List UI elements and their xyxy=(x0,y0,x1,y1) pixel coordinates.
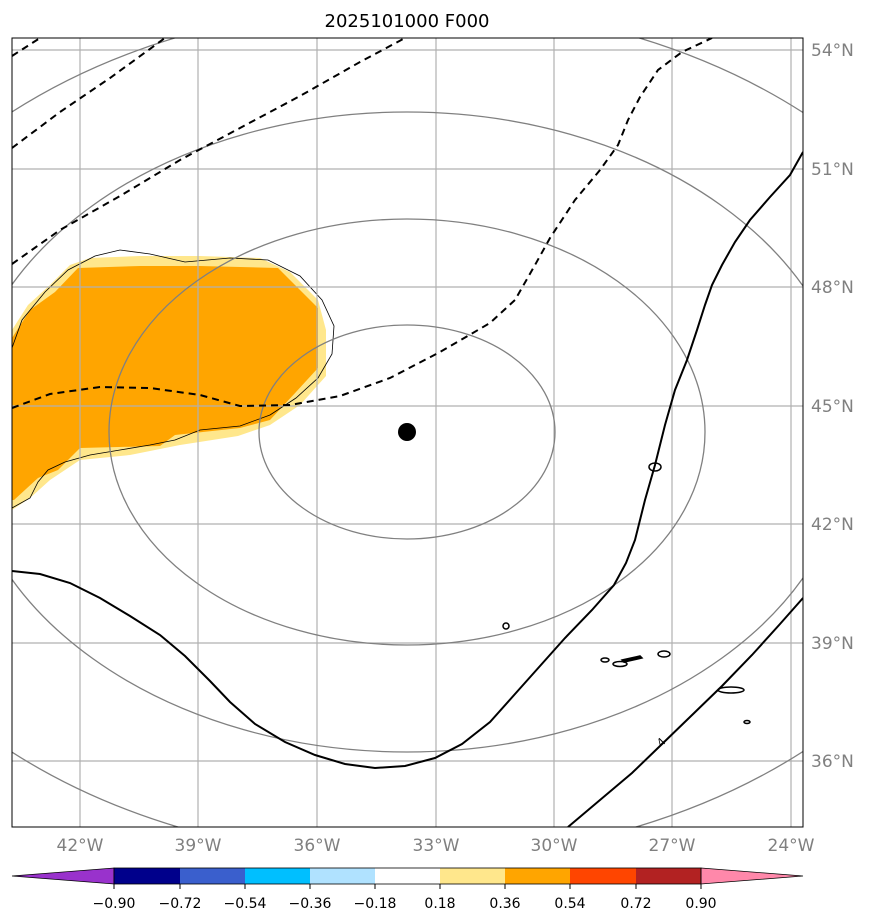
gridlines xyxy=(12,38,803,827)
colorbar-extend-min xyxy=(11,867,115,885)
lat-label-36n: 36°N xyxy=(811,752,854,772)
colorbar-label-2: −0.72 xyxy=(159,896,202,912)
small-contour-7 xyxy=(717,686,745,694)
colorbar-segment-3 xyxy=(245,868,310,884)
colorbar-label-3: −0.54 xyxy=(224,896,267,912)
lon-label-39w: 39°W xyxy=(175,836,222,856)
contour-label: 4 xyxy=(654,735,668,749)
lon-label-24w: 24°W xyxy=(768,836,815,856)
small-contour-2 xyxy=(502,622,510,630)
plot-frame xyxy=(11,37,804,828)
lat-label-48n: 48°N xyxy=(811,278,854,298)
lon-label-42w: 42°W xyxy=(57,836,104,856)
longitude-labels: 42°W 39°W 36°W 33°W 30°W 27°W 24°W xyxy=(57,836,815,856)
colorbar-segment-7 xyxy=(505,868,570,884)
colorbar-segment-5 xyxy=(375,868,440,884)
colorbar-label-8: 0.54 xyxy=(554,896,585,912)
colorbar-label-5: −0.18 xyxy=(354,896,397,912)
colorbar-extend-max xyxy=(700,867,804,885)
range-ring-2 xyxy=(108,218,706,646)
colorbar-label-6: 0.18 xyxy=(424,896,455,912)
solid-contour-2 xyxy=(567,597,803,827)
range-ring-3 xyxy=(12,111,803,753)
shaded-region-main xyxy=(12,266,318,500)
lon-label-30w: 30°W xyxy=(531,836,578,856)
colorbar-segment-2 xyxy=(180,868,245,884)
range-ring-inner xyxy=(258,324,556,540)
dashed-contours xyxy=(12,38,713,409)
solid-contour-1 xyxy=(12,151,803,770)
colorbar-segment-1 xyxy=(114,868,180,884)
plot-title: 2025101000 F000 xyxy=(325,11,490,32)
lat-label-54n: 54°N xyxy=(811,41,854,61)
range-rings xyxy=(12,38,803,827)
solid-contours xyxy=(12,151,803,827)
dashed-contour-4 xyxy=(12,38,713,409)
colorbar-segment-4 xyxy=(310,868,375,884)
colorbar-label-1: −0.90 xyxy=(93,896,136,912)
small-contour-4 xyxy=(612,660,628,668)
small-contour-3 xyxy=(600,657,610,663)
map-plot-area: 4 xyxy=(12,38,803,827)
storm-center-marker xyxy=(398,423,416,441)
lon-label-33w: 33°W xyxy=(413,836,460,856)
lat-label-51n: 51°N xyxy=(811,160,854,180)
lat-label-42n: 42°N xyxy=(811,515,854,535)
colorbar-label-7: 0.36 xyxy=(489,896,520,912)
lat-label-39n: 39°N xyxy=(811,634,854,654)
small-contours xyxy=(502,462,751,725)
latitude-labels: 54°N 51°N 48°N 45°N 42°N 39°N 36°N xyxy=(811,41,854,772)
small-contour-1 xyxy=(648,462,662,472)
small-contour-5 xyxy=(620,655,644,663)
colorbar-frame xyxy=(113,867,702,885)
colorbar-label-9: 0.72 xyxy=(620,896,651,912)
colorbar: −0.90 −0.72 −0.54 −0.36 −0.18 0.18 0.36 … xyxy=(11,867,804,912)
shaded-region-outline xyxy=(12,249,335,509)
colorbar-segment-6 xyxy=(440,868,505,884)
lon-label-36w: 36°W xyxy=(294,836,341,856)
small-contour-6 xyxy=(657,650,671,658)
lon-label-27w: 27°W xyxy=(649,836,696,856)
dashed-contour-3 xyxy=(12,38,406,265)
colorbar-label-4: −0.36 xyxy=(289,896,332,912)
dashed-contour-1 xyxy=(12,38,41,57)
small-contour-8 xyxy=(743,719,751,725)
colorbar-ticks xyxy=(113,884,702,889)
dashed-contour-2 xyxy=(12,38,166,149)
lat-label-45n: 45°N xyxy=(811,397,854,417)
colorbar-label-10: 0.90 xyxy=(685,896,716,912)
colorbar-segment-9 xyxy=(636,868,701,884)
colorbar-segment-8 xyxy=(570,868,636,884)
